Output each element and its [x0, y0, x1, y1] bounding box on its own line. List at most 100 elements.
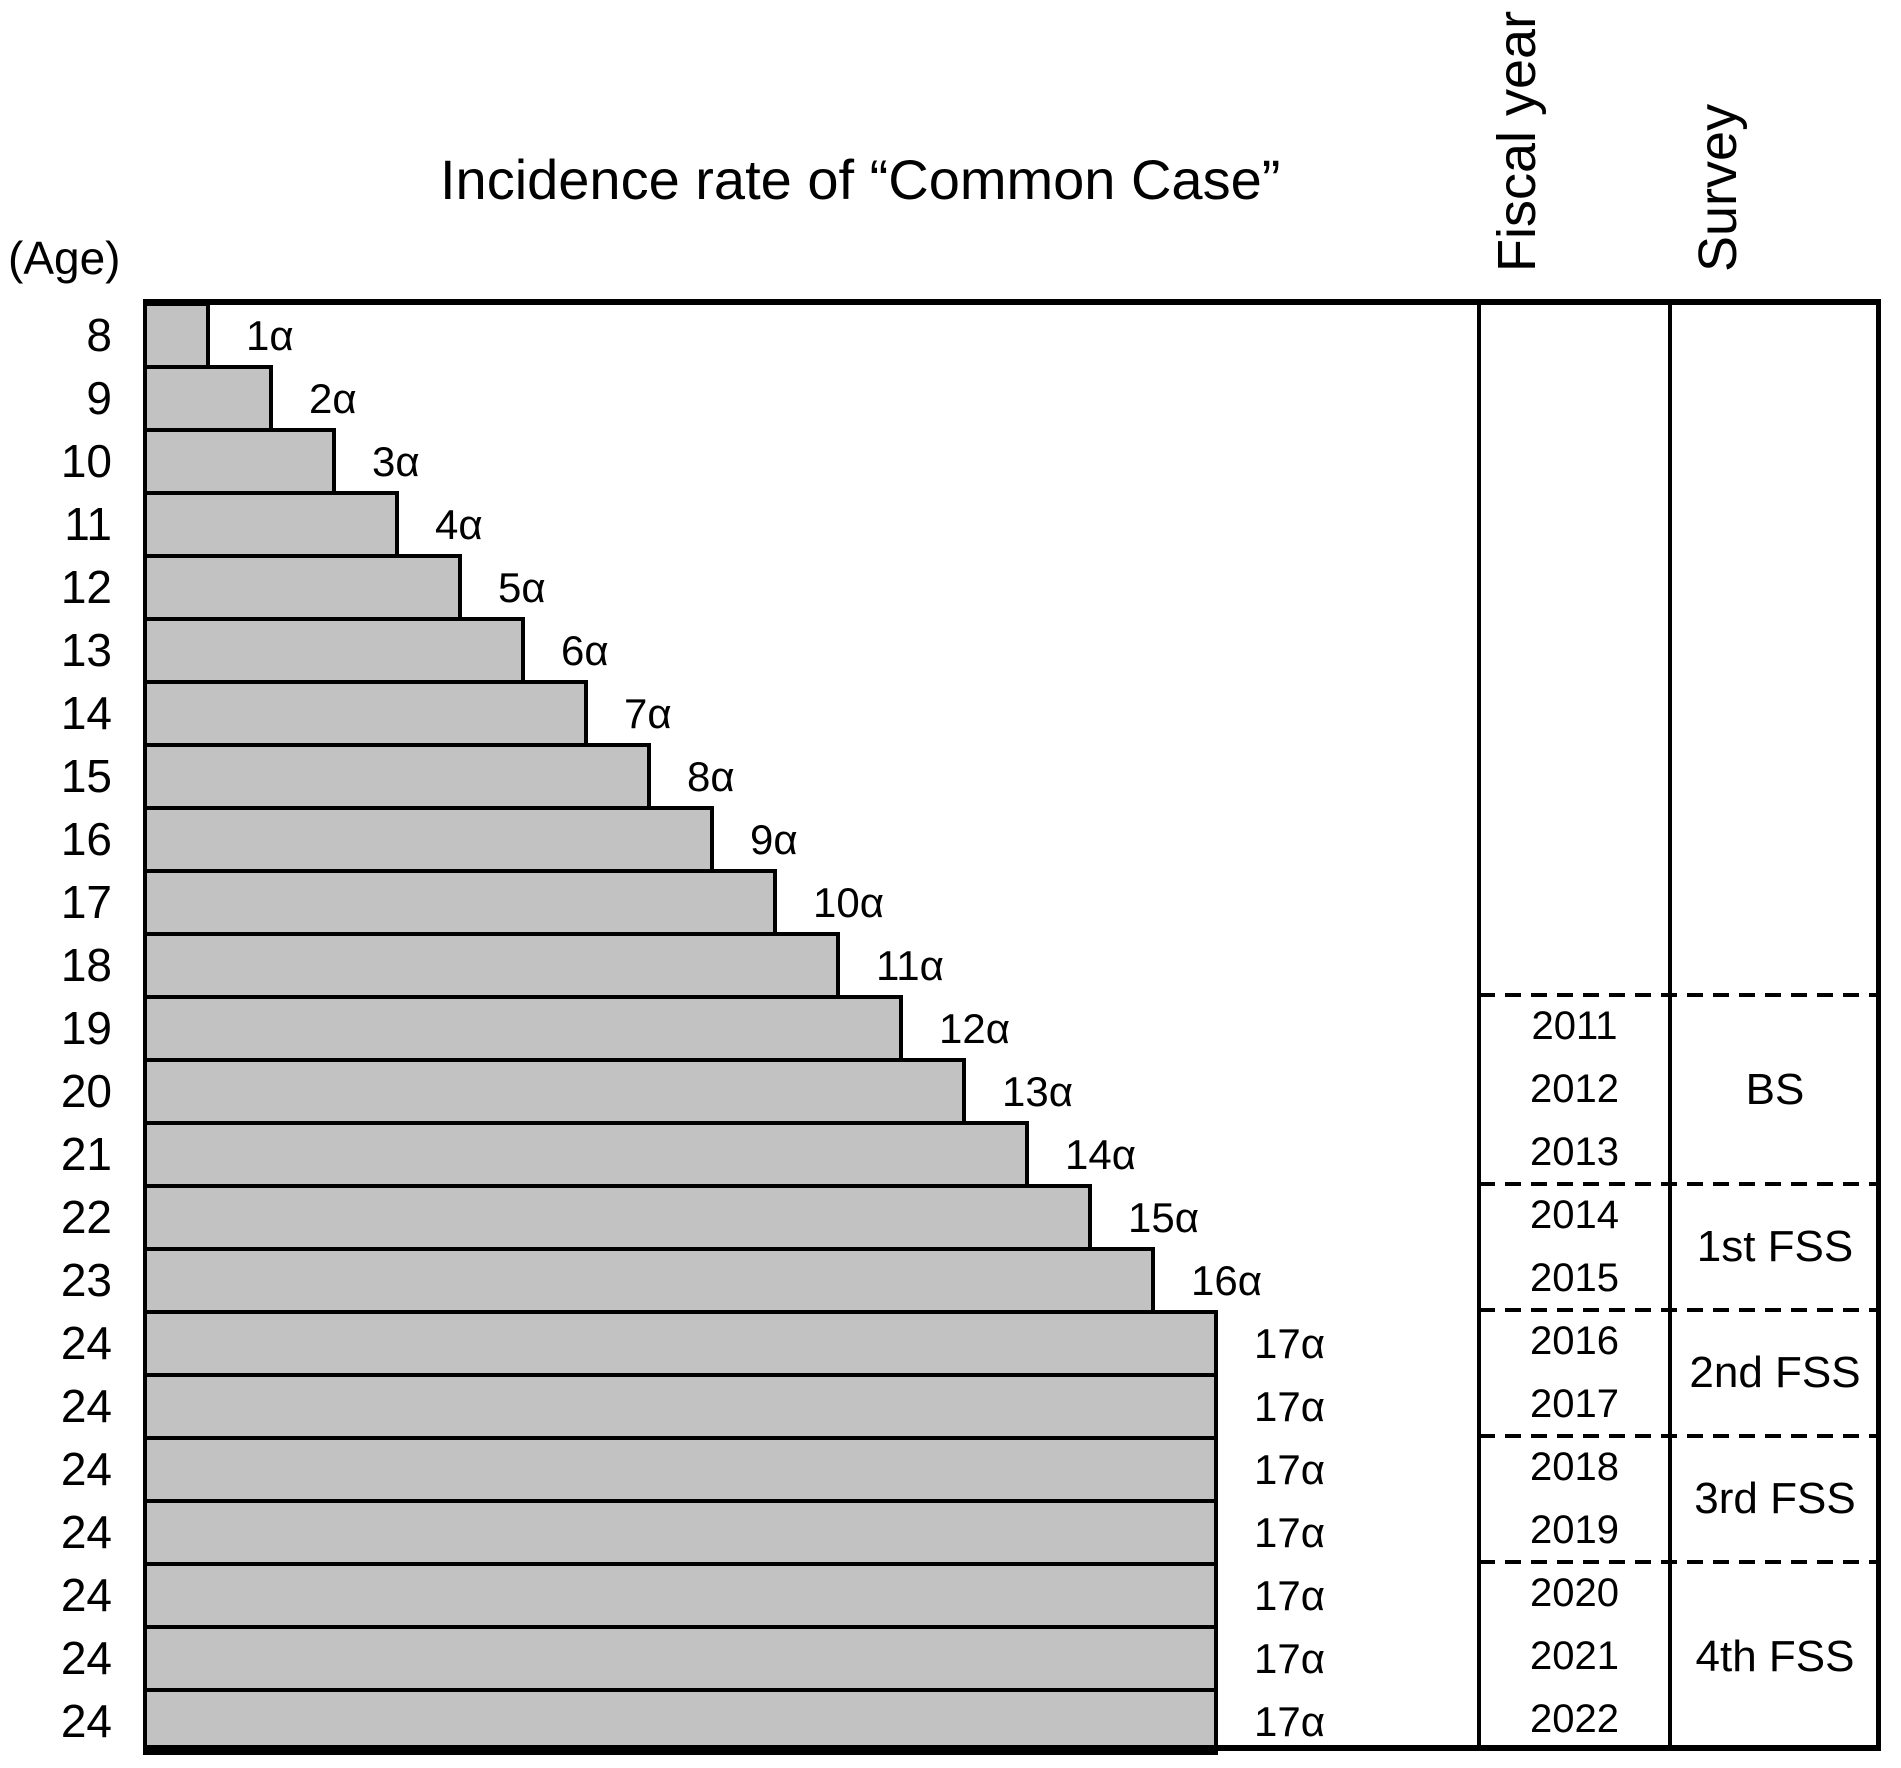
- fiscal-year-cell: 2015: [1530, 1256, 1619, 1300]
- survey-group-label: 2nd FSS: [1689, 1348, 1861, 1397]
- bar-value-label: 17α: [1254, 1572, 1325, 1619]
- fiscal-year-cell: 2013: [1530, 1130, 1619, 1174]
- age-label: 24: [60, 1443, 112, 1495]
- age-label: 14: [60, 687, 112, 739]
- age-axis-label: (Age): [8, 232, 121, 284]
- age-label: 17: [60, 876, 112, 928]
- bar: [143, 743, 651, 810]
- bar: [143, 1058, 966, 1125]
- survey-group-label: 4th FSS: [1695, 1631, 1855, 1681]
- bar: [143, 680, 588, 747]
- bar: [143, 995, 903, 1062]
- bar: [143, 554, 462, 621]
- bar: [143, 365, 273, 432]
- age-label: 12: [60, 561, 112, 613]
- fiscal-year-cell: 2018: [1530, 1445, 1619, 1489]
- age-label: 10: [60, 435, 112, 487]
- age-label: 19: [60, 1002, 112, 1054]
- bar: [143, 932, 840, 999]
- bar: [143, 1499, 1218, 1566]
- fiscal-year-cell: 2022: [1530, 1697, 1619, 1741]
- age-label: 18: [60, 939, 112, 991]
- survey-group-dashed-separator: [1479, 1182, 1880, 1186]
- bar-value-label: 2α: [309, 375, 357, 422]
- bar-value-label: 3α: [372, 438, 420, 485]
- fiscal-year-cell: 2011: [1531, 1004, 1618, 1048]
- table-top-border: [143, 299, 1881, 305]
- bar-value-label: 11α: [876, 942, 944, 989]
- survey-group-label: 1st FSS: [1696, 1222, 1854, 1271]
- bar-value-label: 16α: [1191, 1257, 1262, 1304]
- table-right-border: [1876, 302, 1881, 1751]
- age-label: 11: [64, 498, 112, 550]
- bar-value-label: 7α: [624, 690, 672, 737]
- table-bottom-border: [143, 1745, 1881, 1751]
- bar-value-label: 14α: [1065, 1131, 1136, 1178]
- age-label: 23: [60, 1254, 112, 1306]
- bar-value-label: 8α: [687, 753, 735, 800]
- age-label: 13: [60, 624, 112, 676]
- age-label: 24: [60, 1380, 112, 1432]
- bar-value-label: 4α: [435, 501, 483, 548]
- chart-title: Incidence rate of “Common Case”: [440, 148, 1281, 211]
- bar: [143, 869, 777, 936]
- fiscal-year-cell: 2019: [1530, 1508, 1619, 1552]
- bar-value-label: 17α: [1254, 1509, 1325, 1556]
- survey-group-label: BS: [1745, 1064, 1805, 1114]
- bar: [143, 1121, 1029, 1188]
- age-label: 9: [86, 372, 112, 424]
- survey-column-left-divider: [1668, 302, 1672, 1751]
- age-label: 20: [60, 1065, 112, 1117]
- bar: [143, 1625, 1218, 1692]
- fiscal-year-column-header: Fiscal year: [1487, 10, 1547, 272]
- fiscal-year-cell: 2012: [1530, 1067, 1619, 1111]
- bar-value-label: 13α: [1002, 1068, 1073, 1115]
- bar-value-label: 9α: [750, 816, 798, 863]
- bar-value-label: 10α: [813, 879, 884, 926]
- age-label: 24: [60, 1569, 112, 1621]
- survey-group-dashed-separator: [1479, 1560, 1880, 1564]
- age-label: 24: [60, 1317, 112, 1369]
- age-label: 8: [86, 309, 112, 361]
- survey-group-dashed-separator: [1479, 1434, 1880, 1438]
- bar: [143, 491, 399, 558]
- survey-group-label: 3rd FSS: [1694, 1474, 1856, 1523]
- survey-column-header: Survey: [1688, 103, 1748, 272]
- age-label: 24: [60, 1506, 112, 1558]
- bar-value-label: 12α: [939, 1005, 1010, 1052]
- age-label: 24: [60, 1632, 112, 1684]
- bar-value-label: 5α: [498, 564, 546, 611]
- fiscal-year-cell: 2017: [1530, 1382, 1619, 1426]
- bar: [143, 1436, 1218, 1503]
- bar: [143, 1310, 1218, 1377]
- survey-group-dashed-separator: [1479, 993, 1880, 997]
- bar-value-label: 1α: [246, 312, 294, 359]
- bar-value-label: 6α: [561, 627, 609, 674]
- bar: [143, 428, 336, 495]
- bar: [143, 1247, 1155, 1314]
- age-label: 16: [60, 813, 112, 865]
- survey-group-dashed-separator: [1479, 1308, 1880, 1312]
- fiscal-year-cell: 2020: [1530, 1571, 1619, 1615]
- age-label: 15: [60, 750, 112, 802]
- bar-value-label: 17α: [1254, 1698, 1325, 1745]
- bar-value-label: 17α: [1254, 1383, 1325, 1430]
- bar: [143, 302, 210, 369]
- age-label: 21: [60, 1128, 112, 1180]
- bar: [143, 1562, 1218, 1629]
- age-label: 24: [60, 1695, 112, 1747]
- age-label: 22: [60, 1191, 112, 1243]
- bar: [143, 617, 525, 684]
- bar-value-label: 17α: [1254, 1320, 1325, 1367]
- bar-value-label: 17α: [1254, 1635, 1325, 1682]
- bar: [143, 1184, 1092, 1251]
- bar: [143, 806, 714, 873]
- bar-value-label: 15α: [1128, 1194, 1199, 1241]
- fiscal-year-cell: 2016: [1530, 1319, 1619, 1363]
- fiscal-year-column-left-divider: [1477, 302, 1481, 1751]
- fiscal-year-cell: 2014: [1530, 1193, 1619, 1237]
- bar-value-label: 17α: [1254, 1446, 1325, 1493]
- bar: [143, 1688, 1218, 1755]
- fiscal-year-cell: 2021: [1530, 1634, 1619, 1678]
